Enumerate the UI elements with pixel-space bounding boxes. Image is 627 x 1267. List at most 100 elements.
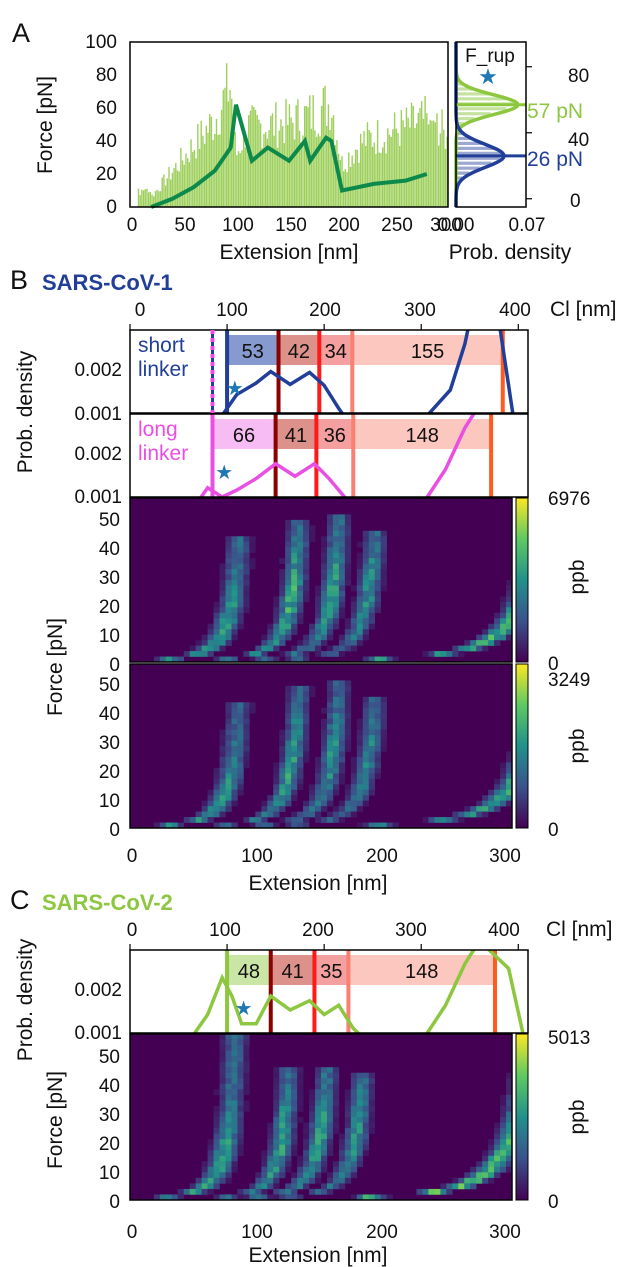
segment-label: 148 (405, 961, 438, 983)
heatmap-cell (207, 623, 214, 630)
heatmap-cell (273, 623, 280, 630)
heatmap-cell (326, 514, 334, 521)
heatmap-cell (315, 1117, 322, 1123)
heatmap-cell (338, 817, 346, 823)
heatmap-cell (506, 1078, 513, 1085)
heatmap-cell (195, 651, 202, 657)
heatmap-cell (219, 1155, 226, 1162)
heatmap-cell (273, 784, 280, 791)
heatmap-cell (332, 590, 340, 597)
heatmap-cell (321, 1155, 328, 1162)
heatmap-cell (326, 530, 334, 537)
heatmap-cell (356, 590, 364, 597)
heatmap-cell (338, 811, 346, 818)
heatmap-cell (321, 623, 328, 630)
heatmap-cell (255, 822, 262, 829)
heatmap-cell (249, 541, 256, 548)
heatmap-cell (368, 547, 376, 553)
strip-frame (129, 949, 529, 1034)
heatmap-cell (338, 702, 346, 709)
heatmap-cell (315, 1128, 322, 1134)
heatmap-cell (249, 547, 256, 553)
heatmap-cell (279, 585, 286, 592)
heatmap-cell (219, 629, 226, 635)
heatmap-cell (350, 1089, 358, 1096)
heatmap-cell (332, 601, 340, 608)
heatmap-cell (362, 612, 370, 619)
heatmap-cell (237, 585, 244, 592)
heatmap-cell (315, 1150, 322, 1157)
heatmap-cell (338, 696, 346, 703)
heatmap-cell (368, 773, 376, 780)
heatmap-cell (368, 822, 376, 829)
heatmap-cell (440, 1188, 447, 1195)
hist-bar-cov1 (456, 166, 480, 170)
ytick: 20 (99, 1134, 120, 1155)
heatmap-cell (291, 656, 298, 663)
heatmap-cell (368, 1194, 376, 1201)
heatmap-cell (326, 762, 334, 769)
heatmap-cell (285, 1072, 292, 1079)
heatmap-cell (344, 696, 352, 703)
heatmap-cell (195, 1183, 202, 1190)
heatmap-cell (285, 585, 292, 592)
heatmap-cell (231, 1194, 238, 1201)
heatmap-cell (273, 1094, 280, 1101)
heatmap-cell (303, 519, 310, 526)
heatmap-cell (231, 1117, 238, 1123)
heatmap-cell (350, 607, 358, 614)
heatmap-cell (303, 1177, 310, 1184)
heatmap-cell (315, 773, 322, 780)
heatmap-cell (285, 618, 292, 625)
heatmap-cell (249, 558, 256, 564)
heatmap-cell (261, 656, 268, 663)
heatmap-cell (237, 762, 244, 769)
heatmap-cell (291, 735, 298, 741)
heatmap-cell (362, 789, 370, 796)
heatmap-cell (368, 574, 376, 581)
heatmap-cell (368, 762, 376, 769)
hist-bar-cov1 (456, 141, 484, 146)
heatmap-cell (332, 569, 340, 575)
heatmap-cell (297, 547, 304, 553)
heatmap-cell (344, 735, 352, 741)
heatmap-cell (231, 1094, 238, 1101)
heatmap-cell (267, 1144, 274, 1151)
heatmap-cell (201, 1177, 208, 1184)
heatmap-cell (219, 585, 226, 592)
heatmap-cell (255, 656, 262, 663)
heatmap-cell (297, 585, 304, 592)
heatmap-cell (243, 607, 250, 614)
heatmap-cell (297, 1094, 304, 1101)
heatmap-cell (291, 1083, 298, 1090)
heatmap-frame (129, 1033, 513, 1201)
heatmap-cell (315, 1166, 322, 1173)
heatmap-cell (231, 1034, 238, 1040)
heatmap-cell (356, 552, 364, 559)
heatmap-cell (344, 536, 352, 543)
heatmap-cell (321, 580, 328, 586)
heatmap-cell (237, 740, 244, 747)
heatmap-cell (476, 1161, 483, 1168)
heatmap-cell (500, 773, 507, 780)
heatmap-cell (350, 1094, 358, 1101)
heatmap-cell (219, 773, 226, 780)
heatmap-cell (297, 729, 304, 736)
heatmap-cell (326, 580, 334, 586)
heatmap-cell (285, 789, 292, 796)
heatmap-cell (332, 1105, 340, 1112)
heatmap-cell (356, 612, 364, 619)
heatmap-cell (285, 530, 292, 537)
heatmap-cell (452, 651, 459, 657)
heatmap-cell (464, 1183, 471, 1190)
heatmap-cell (374, 596, 381, 603)
heatmap-cell (362, 800, 370, 807)
heatmap-cell (237, 601, 244, 608)
heatmap-cell (303, 1172, 310, 1179)
heatmap-cell (321, 558, 328, 564)
heatmap-cell (243, 1089, 250, 1096)
star-marker: ★ (226, 378, 244, 400)
heatmap-cell (500, 762, 507, 769)
heatmap-cell (362, 751, 370, 758)
heatmap-cell (338, 800, 346, 807)
